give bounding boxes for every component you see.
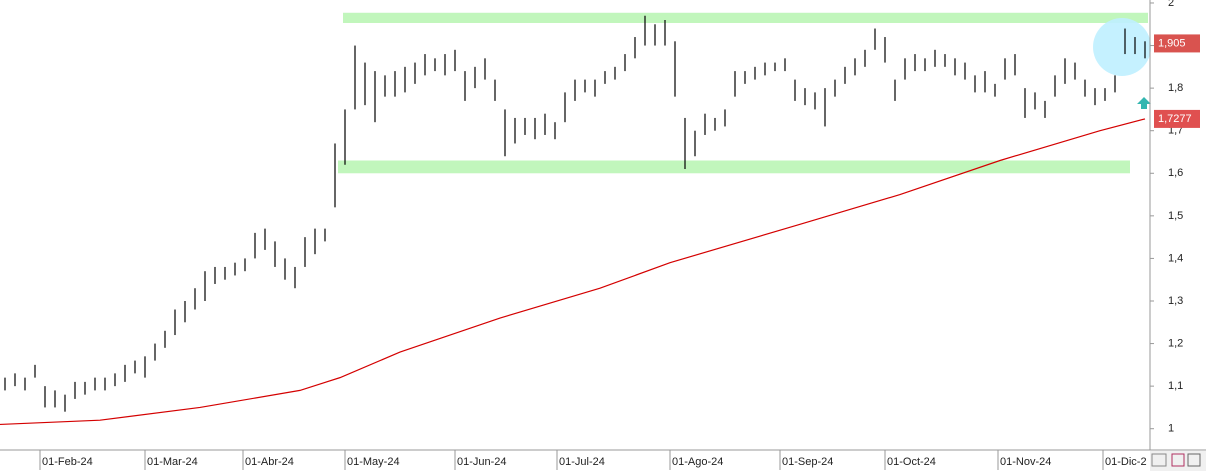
x-tick-label: 01-May-24	[347, 456, 400, 468]
x-tick-label: 01-Sep-24	[782, 456, 833, 468]
y-tick-label: 1,5	[1168, 210, 1183, 222]
price-tag-label: 1,905	[1158, 37, 1186, 49]
up-arrow	[1137, 97, 1151, 109]
y-tick-label: 1,4	[1168, 252, 1183, 264]
price-tag-label: 1,7277	[1158, 113, 1192, 125]
y-tick-label: 1,2	[1168, 337, 1183, 349]
y-tick-label: 1,1	[1168, 380, 1183, 392]
y-tick-label: 2	[1168, 0, 1174, 9]
x-tick-label: 01-Oct-24	[887, 456, 936, 468]
y-tick-label: 1	[1168, 423, 1174, 435]
expand-icon[interactable]	[1187, 453, 1201, 467]
support-band	[338, 160, 1130, 174]
x-tick-label: 01-Ago-24	[672, 456, 723, 468]
x-tick-label: 01-Abr-24	[245, 456, 294, 468]
save-icon[interactable]	[1171, 453, 1185, 467]
y-tick-label: 1,8	[1168, 82, 1183, 94]
scroll-icon[interactable]	[1151, 453, 1167, 467]
highlight-circle	[1093, 18, 1151, 76]
price-tag	[1154, 109, 1200, 128]
x-tick-label: 01-Feb-24	[42, 456, 93, 468]
x-tick-label: 01-Jul-24	[559, 456, 605, 468]
moving-average	[0, 118, 1146, 426]
x-tick-label: 01-Dic-2	[1105, 456, 1147, 468]
x-tick-label: 01-Mar-24	[147, 456, 198, 468]
x-tick-label: 01-Nov-24	[1000, 456, 1051, 468]
price-tag	[1154, 34, 1200, 53]
support-band	[343, 12, 1148, 23]
x-tick-label: 01-Jun-24	[457, 456, 507, 468]
y-tick-label: 1,3	[1168, 295, 1183, 307]
y-tick-label: 1,6	[1168, 167, 1183, 179]
